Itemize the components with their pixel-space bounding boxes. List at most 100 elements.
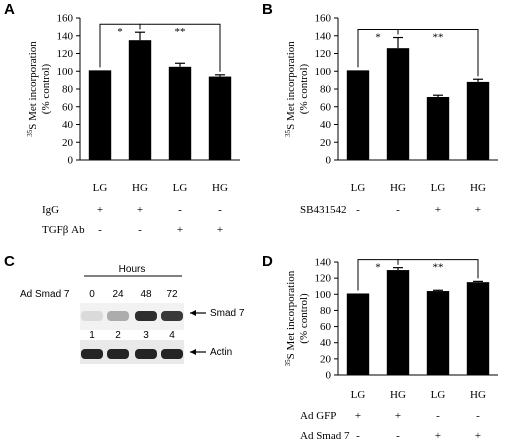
blot-band: [161, 349, 183, 359]
chart-d-treatment-sign: -: [476, 410, 480, 422]
blot-lane-number: 1: [89, 330, 95, 341]
chart-d-treatment-name: Ad Smad 7: [300, 430, 350, 442]
chart-d-y-axis-label: 35S Met incorporation: [284, 270, 297, 366]
chart-d-treatment-sign: +: [395, 410, 401, 422]
blot-band-label: Actin: [210, 347, 232, 358]
blot-band: [107, 349, 129, 359]
chart-b-y-tick-label: 0: [326, 155, 332, 167]
chart-b-y-tick-label: 120: [315, 48, 332, 60]
chart-a-treatment-name: TGFβ Ab: [42, 224, 85, 236]
chart-d-category-label: LG: [431, 389, 446, 401]
chart-d-treatment-sign: -: [396, 430, 400, 442]
blot-lane-number: 4: [169, 330, 175, 341]
chart-b-treatment-name: SB431542: [300, 204, 346, 216]
chart-d-category-label: HG: [470, 389, 486, 401]
chart-d-y-tick-label: 140: [315, 257, 332, 269]
chart-d-bar: [466, 282, 490, 375]
chart-d-y-tick-label: 100: [315, 289, 332, 301]
blot-lane-numbers: 1 2 3 4: [89, 330, 175, 341]
chart-b-treatment-sign: +: [475, 204, 481, 216]
chart-b-bar: [466, 81, 490, 160]
chart-a-treatment-sign: +: [177, 224, 183, 236]
panel-letter-a: A: [4, 1, 15, 18]
chart-d-y-axis-label-main: S Met incorporation: [285, 270, 297, 359]
chart-a-treatment-sign: +: [217, 224, 223, 236]
chart-b-y-tick-label: 40: [320, 119, 332, 131]
chart-d-y-tick-label: 40: [320, 337, 332, 349]
chart-d-y-tick-label: 60: [320, 321, 332, 333]
blot-timepoint-label: 0: [89, 289, 95, 300]
blot-arrow-head-icon: [190, 310, 196, 316]
chart-a-treatment-sign: -: [138, 224, 142, 236]
chart-a-y-tick-label: 160: [57, 13, 74, 25]
chart-a-bar: [88, 70, 112, 160]
blot-band: [135, 349, 157, 359]
chart-b-treatment-sign: +: [435, 204, 441, 216]
chart-d-bar: [346, 293, 370, 375]
chart-b-bar: [426, 96, 450, 160]
chart-a-treatment-sign: -: [98, 224, 102, 236]
chart-a-bar: [208, 76, 232, 160]
chart-b-category-label: HG: [470, 182, 486, 194]
chart-d-significance-bracket: [397, 259, 479, 279]
chart-d-category-label: HG: [390, 389, 406, 401]
chart-a-bar: [168, 66, 192, 160]
blot-band: [135, 311, 157, 321]
chart-d-treatment-sign: +: [475, 430, 481, 442]
panel-letter-c: C: [4, 253, 15, 270]
blot-band: [81, 311, 103, 321]
chart-a-y-tick-label: 140: [57, 30, 74, 42]
chart-b-significance-label: *: [375, 32, 381, 44]
blot-header-hours: Hours: [119, 264, 146, 275]
chart-d-bar: [386, 270, 410, 375]
chart-b-y-axis-label-sub: (% control): [298, 63, 310, 114]
chart-d-y-tick-label: 120: [315, 273, 332, 285]
panel-letter-b: B: [262, 1, 273, 18]
blot-band: [161, 311, 183, 321]
chart-a-category-label: HG: [132, 182, 148, 194]
chart-b-significance-bracket: [397, 29, 479, 77]
chart-a-category-label: HG: [212, 182, 228, 194]
western-blot-panel-c: Hours Ad Smad 7 0 24 48 72 1 2 3 4 Smad 7 Actin: [20, 264, 245, 364]
blot-band: [107, 311, 129, 321]
chart-d-significance-label: *: [375, 262, 381, 274]
chart-b-y-tick-label: 140: [315, 30, 332, 42]
chart-a-y-tick-label: 80: [62, 84, 74, 96]
chart-a-treatment-sign: +: [137, 204, 143, 216]
chart-d-y-axis-label-sup: 35: [284, 359, 292, 367]
chart-a-treatment-name: IgG: [42, 204, 59, 216]
chart-panel-d: 0 20 40 60 80 100 120 140 35S Met incorporation(…: [284, 257, 498, 442]
chart-a-y-axis-label-sup: 35: [26, 129, 34, 137]
chart-d-bar: [426, 291, 450, 375]
blot-arrow-head-icon: [190, 349, 196, 355]
chart-a-significance-label: **: [175, 26, 186, 38]
chart-b-category-label: HG: [390, 182, 406, 194]
chart-panel-b: 0 20 40 60 80 100 120 140 160 35S Met incorporati…: [284, 13, 498, 216]
chart-b-y-tick-label: 20: [320, 137, 332, 149]
chart-a-y-axis-label-main: S Met incorporation: [27, 41, 39, 130]
blot-band-label: Smad 7: [210, 308, 245, 319]
chart-d-treatment-name: Ad GFP: [300, 410, 336, 422]
chart-b-bar: [346, 70, 370, 160]
chart-a-y-tick-label: 120: [57, 48, 74, 60]
chart-a-category-label: LG: [93, 182, 108, 194]
chart-a-y-tick-label: 100: [57, 66, 74, 78]
blot-band: [81, 349, 103, 359]
chart-panel-a: 0 20 40 60 80 100 120 140 160 35S Met incorporati…: [26, 13, 240, 236]
blot-timepoint-label: 24: [112, 289, 124, 300]
blot-row-label: Ad Smad 7: [20, 289, 70, 300]
chart-b-bar: [386, 48, 410, 160]
chart-d-treatment-sign: +: [435, 430, 441, 442]
chart-b-y-tick-label: 60: [320, 101, 332, 113]
blot-band-labels: Smad 7 Actin: [190, 308, 245, 358]
blot-lane-number: 3: [143, 330, 149, 341]
chart-b-significance-label: **: [433, 32, 444, 44]
chart-d-y-tick-label: 0: [326, 370, 332, 382]
chart-d-treatment-sign: -: [356, 430, 360, 442]
chart-a-treatment-sign: -: [178, 204, 182, 216]
chart-a-y-tick-label: 20: [62, 137, 74, 149]
chart-a-y-tick-label: 40: [62, 119, 74, 131]
chart-b-treatment-sign: -: [356, 204, 360, 216]
blot-timepoints: 0 24 48 72: [89, 289, 178, 300]
